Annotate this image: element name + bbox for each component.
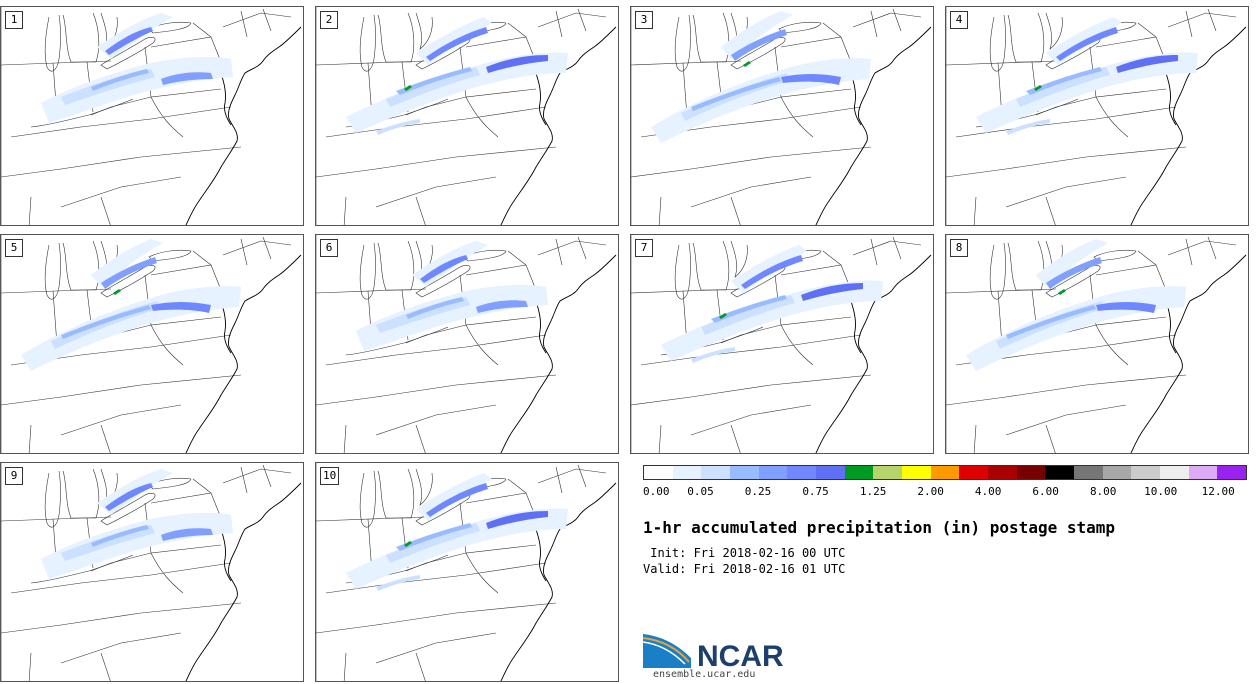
precip-map-4: [946, 7, 1247, 225]
member-label: 4: [950, 11, 968, 29]
colorbar-swatch: [873, 466, 903, 479]
ncar-logo-text: NCAR: [697, 640, 784, 670]
colorbar-tick: 8.00: [1089, 485, 1117, 498]
member-label: 3: [635, 11, 653, 29]
member-panel-4: 4: [945, 6, 1249, 226]
colorbar-tick: 2.00: [917, 485, 944, 498]
member-label: 8: [950, 239, 968, 257]
colorbar-tick: 1.25: [859, 485, 887, 498]
ncar-logo: NCAR: [643, 634, 784, 670]
precip-map-8: [946, 235, 1247, 453]
valid-time: Valid: Fri 2018-02-16 01 UTC: [643, 562, 846, 576]
precip-map-3: [631, 7, 932, 225]
colorbar-tick: 10.00: [1144, 485, 1178, 498]
colorbar-swatch: [1074, 466, 1103, 479]
colorbar-swatch: [672, 466, 702, 479]
colorbar-swatch: [758, 466, 788, 479]
colorbar-swatch: [701, 466, 731, 479]
member-panel-6: 6: [315, 234, 619, 454]
site-url: ensemble.ucar.edu: [653, 669, 756, 680]
colorbar-swatch: [644, 466, 673, 479]
member-label: 6: [320, 239, 338, 257]
colorbar-tick: 0.25: [744, 485, 772, 498]
colorbar: [643, 465, 1247, 480]
member-panel-8: 8: [945, 234, 1249, 454]
precip-map-9: [1, 463, 302, 681]
colorbar-tick: 0.05: [687, 485, 714, 498]
precip-map-7: [631, 235, 932, 453]
colorbar-swatch: [988, 466, 1017, 479]
colorbar-tick: 4.00: [974, 485, 1002, 498]
chart-title: 1-hr accumulated precipitation (in) post…: [643, 518, 1116, 537]
colorbar-swatch: [1102, 466, 1132, 479]
member-panel-9: 9: [0, 462, 304, 682]
colorbar-swatch: [1016, 466, 1046, 479]
member-label: 5: [5, 239, 23, 257]
colorbar-swatch: [844, 466, 874, 479]
precip-map-5: [1, 235, 302, 453]
colorbar-swatch: [816, 466, 845, 479]
colorbar-tick: 6.00: [1032, 485, 1059, 498]
init-time: Init: Fri 2018-02-16 00 UTC: [643, 546, 846, 560]
precip-map-6: [316, 235, 617, 453]
member-label: 1: [5, 11, 23, 29]
colorbar-ticks: 0.00 0.05 0.25 0.75 1.25 2.00 4.00 6.00 …: [643, 485, 1247, 499]
precip-map-10: [316, 463, 617, 681]
member-label: 9: [5, 467, 23, 485]
member-label: 7: [635, 239, 653, 257]
member-panel-7: 7: [630, 234, 934, 454]
member-panel-1: 1: [0, 6, 304, 226]
member-label: 2: [320, 11, 338, 29]
precip-map-1: [1, 7, 302, 225]
colorbar-tick: 0.75: [802, 485, 829, 498]
colorbar-swatch: [730, 466, 759, 479]
colorbar-swatch: [1160, 466, 1189, 479]
colorbar-swatch: [930, 466, 960, 479]
member-label: 10: [320, 467, 340, 485]
member-panel-2: 2: [315, 6, 619, 226]
colorbar-tick: 12.00: [1201, 485, 1235, 498]
member-panel-3: 3: [630, 6, 934, 226]
precip-map-2: [316, 7, 617, 225]
colorbar-swatch: [902, 466, 931, 479]
member-panel-5: 5: [0, 234, 304, 454]
colorbar-swatch: [787, 466, 817, 479]
colorbar-swatch: [1188, 466, 1218, 479]
colorbar-swatch: [1217, 466, 1247, 479]
colorbar-swatch: [1131, 466, 1161, 479]
colorbar-swatch: [959, 466, 989, 479]
ncar-logo-mark: [643, 634, 691, 668]
colorbar-tick: 0.00: [643, 485, 670, 498]
member-panel-10: 10: [315, 462, 619, 682]
colorbar-swatch: [1045, 466, 1075, 479]
